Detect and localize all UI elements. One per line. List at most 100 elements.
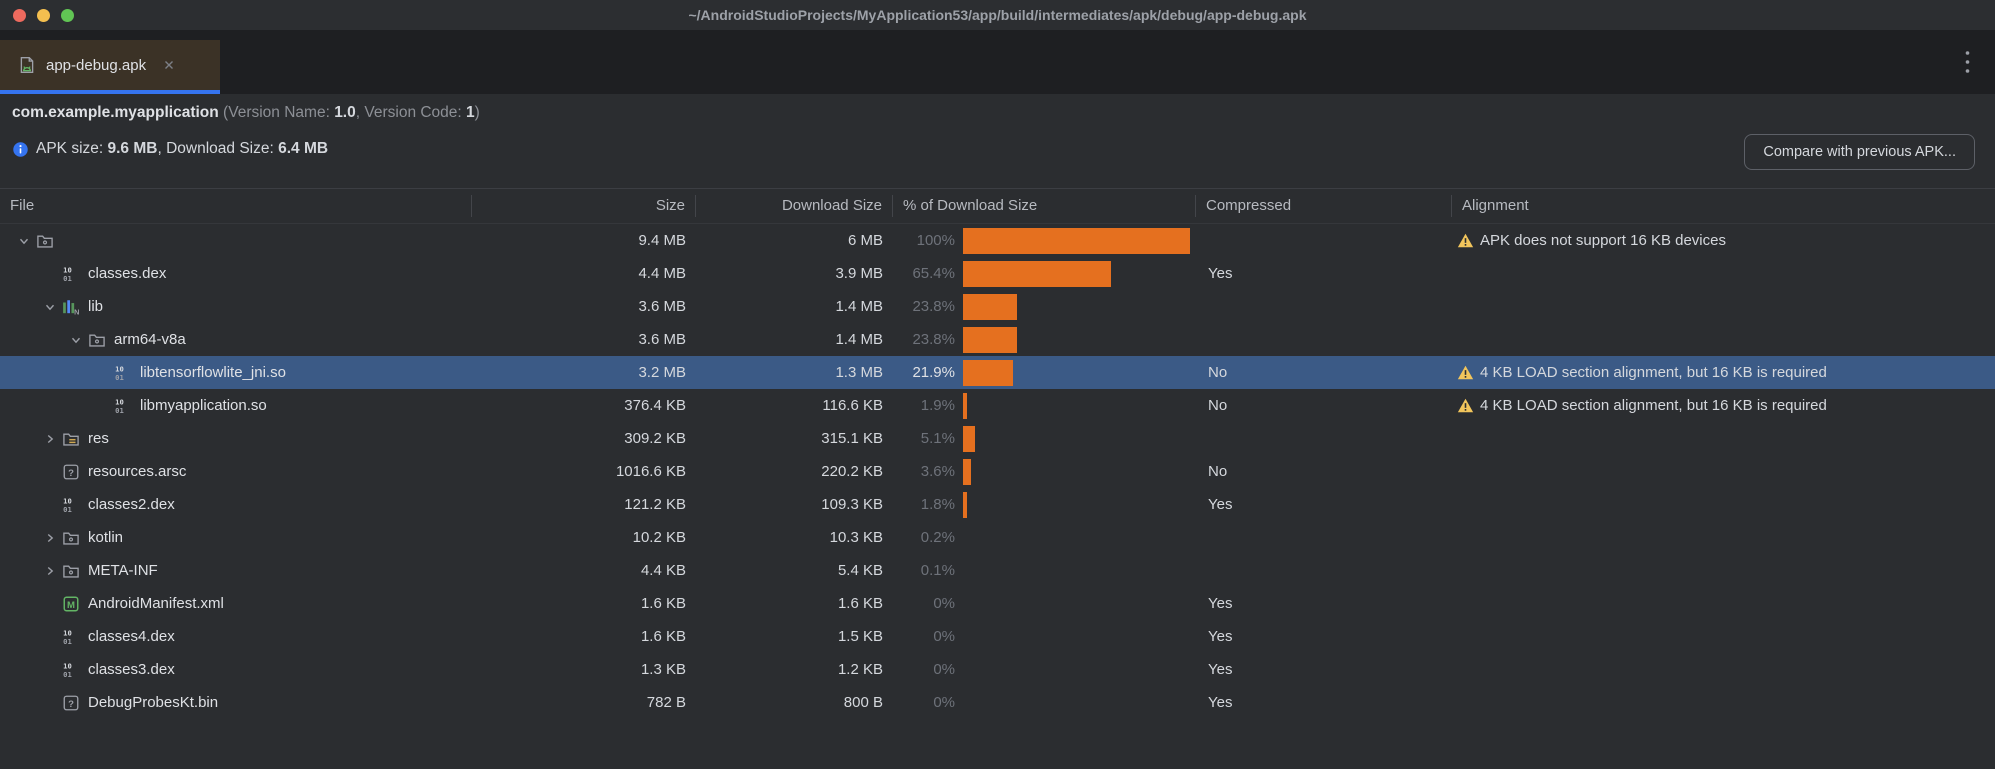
download-size-value: 1.5 KB (837, 628, 883, 645)
minimize-window-button[interactable] (37, 8, 50, 22)
table-row-root[interactable]: 9.4 MB 6 MB 100% APK does not support 16 KB… (0, 224, 1995, 257)
column-header-download-size[interactable]: Download Size (696, 195, 893, 217)
download-size-value: 1.2 KB (837, 661, 883, 678)
download-percent-bar (963, 458, 971, 485)
window-controls (0, 8, 74, 22)
size-value: 1016.6 KB (615, 463, 686, 480)
folder-icon (62, 562, 82, 580)
chevron-right-icon[interactable] (42, 530, 58, 546)
download-percent-bar-cell (963, 224, 1196, 257)
table-row-resources-arsc[interactable]: ? resources.arsc 1016.6 KB 220.2 KB 3.6% No (0, 455, 1995, 488)
table-row-debugprobeskt-bin[interactable]: ? DebugProbesKt.bin 782 B 800 B 0% Yes (0, 686, 1995, 719)
chevron-spacer (94, 365, 110, 381)
column-header-file[interactable]: File (0, 195, 472, 217)
apk-file-icon (18, 56, 38, 74)
table-row-classes3-dex[interactable]: 10 01 classes3.dex 1.3 KB 1.2 KB 0% Yes (0, 653, 1995, 686)
close-tab-icon[interactable] (162, 58, 176, 72)
download-percent-value: 1.8% (920, 496, 955, 513)
download-percent-bar (963, 293, 1017, 320)
download-percent-bar (963, 491, 967, 518)
file-cell: 10 01 classes.dex (0, 265, 472, 283)
column-header-size[interactable]: Size (472, 195, 696, 217)
table-row-classes2-dex[interactable]: 10 01 classes2.dex 121.2 KB 109.3 KB 1.8% Yes (0, 488, 1995, 521)
download-percent-bar-cell (963, 686, 1196, 719)
size-value: 9.4 MB (638, 232, 686, 249)
dex-icon: 10 01 (114, 397, 134, 414)
download-size-label: , Download Size: (157, 140, 279, 157)
maximize-window-button[interactable] (61, 8, 74, 22)
chevron-spacer (94, 398, 110, 414)
download-percent-bar-cell (963, 290, 1196, 323)
chevron-right-icon[interactable] (42, 431, 58, 447)
file-name: AndroidManifest.xml (88, 595, 224, 612)
file-cell: 10 01 libtensorflowlite_jni.so (0, 364, 472, 382)
download-percent-bar (963, 227, 1190, 254)
download-percent-value: 23.8% (912, 298, 955, 315)
chevron-down-icon[interactable] (68, 332, 84, 348)
svg-text:01: 01 (63, 274, 72, 283)
active-tab-indicator (0, 90, 220, 94)
compressed-value: Yes (1208, 661, 1233, 678)
download-size-value: 1.6 KB (837, 595, 883, 612)
svg-text:10: 10 (63, 265, 72, 274)
tab-app-debug-apk[interactable]: app-debug.apk (0, 40, 220, 94)
file-name: resources.arsc (88, 463, 187, 480)
table-row-libmyapplication-so[interactable]: 10 01 libmyapplication.so 376.4 KB 116.6 KB 1… (0, 389, 1995, 422)
compare-with-previous-apk-button[interactable]: Compare with previous APK... (1744, 134, 1975, 170)
download-percent-bar (963, 392, 967, 419)
alignment-warning-text: 4 KB LOAD section alignment, but 16 KB i… (1480, 397, 1827, 414)
size-value: 4.4 MB (638, 265, 686, 282)
download-size-value: 10.3 KB (829, 529, 883, 546)
column-header-compressed[interactable]: Compressed (1196, 195, 1452, 217)
version-name-value: 1.0 (334, 104, 356, 121)
download-percent-bar-cell (963, 257, 1196, 290)
compressed-value: Yes (1208, 628, 1233, 645)
chevron-right-icon[interactable] (42, 563, 58, 579)
table-row-res[interactable]: res 309.2 KB 315.1 KB 5.1% (0, 422, 1995, 455)
alignment-cell: APK does not support 16 KB devices (1452, 232, 1995, 249)
download-percent-bar-cell (963, 521, 1196, 554)
table-row-androidmanifest-xml[interactable]: M AndroidManifest.xml 1.6 KB 1.6 KB 0% Yes (0, 587, 1995, 620)
file-cell: res (0, 430, 472, 448)
table-row-libtensorflowlite-jni-so[interactable]: 10 01 libtensorflowlite_jni.so 3.2 MB 1.3 MB… (0, 356, 1995, 389)
download-percent-value: 65.4% (912, 265, 955, 282)
chevron-down-icon[interactable] (16, 233, 32, 249)
size-value: 3.6 MB (638, 331, 686, 348)
size-value: 3.6 MB (638, 298, 686, 315)
download-percent-value: 100% (916, 232, 955, 249)
file-cell: ? DebugProbesKt.bin (0, 694, 472, 712)
dex-icon: 10 01 (62, 661, 82, 678)
size-value: 376.4 KB (624, 397, 686, 414)
more-options-icon[interactable] (1957, 49, 1977, 75)
file-name: libtensorflowlite_jni.so (140, 364, 286, 381)
chevron-spacer (42, 266, 58, 282)
download-percent-bar-cell (963, 653, 1196, 686)
download-percent-bar (963, 425, 975, 452)
file-cell: kotlin (0, 529, 472, 547)
table-row-meta-inf[interactable]: META-INF 4.4 KB 5.4 KB 0.1% (0, 554, 1995, 587)
size-value: 121.2 KB (624, 496, 686, 513)
column-header--of-download-size[interactable]: % of Download Size (893, 195, 1196, 217)
svg-text:10: 10 (63, 628, 72, 637)
folder-icon (36, 232, 56, 250)
table-row-arm64-v8a[interactable]: arm64-v8a 3.6 MB 1.4 MB 23.8% (0, 323, 1995, 356)
table-row-classes-dex[interactable]: 10 01 classes.dex 4.4 MB 3.9 MB 65.4% Yes (0, 257, 1995, 290)
tab-bar: app-debug.apk (0, 30, 1995, 94)
close-window-button[interactable] (13, 8, 26, 22)
table-row-classes4-dex[interactable]: 10 01 classes4.dex 1.6 KB 1.5 KB 0% Yes (0, 620, 1995, 653)
compressed-value: Yes (1208, 496, 1233, 513)
dex-icon: 10 01 (62, 265, 82, 283)
tab-label: app-debug.apk (46, 56, 147, 74)
svg-text:?: ? (68, 467, 74, 478)
chevron-spacer (42, 596, 58, 612)
file-name: arm64-v8a (114, 331, 186, 348)
table-row-kotlin[interactable]: kotlin 10.2 KB 10.3 KB 0.2% (0, 521, 1995, 554)
file-cell: arm64-v8a (0, 331, 472, 349)
column-header-alignment[interactable]: Alignment (1462, 197, 1529, 214)
chevron-down-icon[interactable] (42, 299, 58, 315)
download-percent-value: 0% (933, 661, 955, 678)
alignment-warning-text: APK does not support 16 KB devices (1480, 232, 1726, 249)
dex-icon: 10 01 (62, 496, 82, 513)
download-percent-bar (963, 326, 1017, 353)
